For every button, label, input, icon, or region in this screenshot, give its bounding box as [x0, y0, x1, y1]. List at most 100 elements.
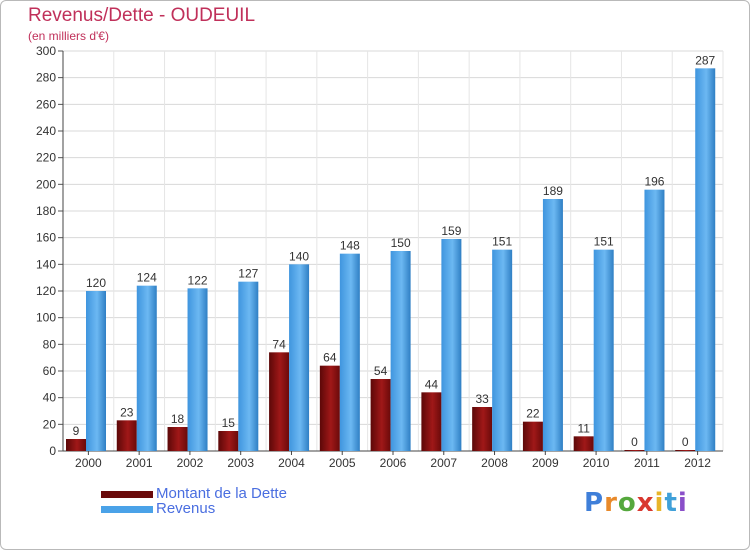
legend-label-revenus: Revenus: [156, 500, 216, 517]
data-label-revenus: 148: [340, 239, 360, 253]
data-label-revenus: 127: [238, 267, 258, 281]
bar-debt: [624, 450, 645, 451]
proxiti-logo: Proxiti: [584, 488, 688, 518]
y-tick-label: 160: [36, 231, 56, 245]
data-label-debt: 74: [272, 337, 286, 351]
x-tick-label: 2009: [532, 456, 559, 470]
y-tick-label: 0: [49, 444, 56, 458]
y-tick-label: 260: [36, 97, 56, 111]
bar-debt: [66, 439, 86, 451]
y-tick-label: 120: [36, 284, 56, 298]
bar-layer: [66, 68, 716, 451]
bar-revenus: [492, 249, 513, 451]
legend-swatch-debt: [101, 491, 153, 498]
bar-debt: [522, 421, 543, 451]
data-label-debt: 18: [171, 412, 185, 426]
axis-layer: 0204060801001201401601802002202402602803…: [36, 44, 723, 470]
logo-letter: r: [604, 488, 618, 518]
y-tick-label: 140: [36, 257, 56, 271]
data-label-revenus: 196: [644, 175, 664, 189]
y-tick-label: 40: [43, 391, 57, 405]
logo-letter: i: [654, 488, 665, 518]
bar-revenus: [695, 68, 716, 451]
data-label-debt: 54: [374, 364, 388, 378]
bar-revenus: [390, 251, 411, 451]
bar-revenus: [542, 199, 563, 451]
data-label-revenus: 287: [695, 53, 715, 67]
y-tick-label: 300: [36, 44, 56, 58]
data-label-revenus: 122: [188, 273, 208, 287]
y-tick-label: 220: [36, 151, 56, 165]
y-tick-label: 180: [36, 204, 56, 218]
data-label-revenus: 159: [441, 224, 461, 238]
bar-debt: [218, 431, 239, 451]
legend-swatch-revenus: [101, 506, 153, 513]
x-tick-label: 2010: [583, 456, 610, 470]
bar-revenus: [644, 189, 665, 451]
data-label-debt: 23: [120, 405, 134, 419]
x-tick-label: 2011: [634, 456, 660, 470]
x-tick-label: 2005: [329, 456, 356, 470]
bar-revenus: [86, 291, 106, 451]
bar-revenus: [136, 285, 157, 451]
data-label-debt: 15: [222, 416, 236, 430]
data-label-revenus: 124: [137, 271, 157, 285]
legend-label-debt: Montant de la Dette: [156, 485, 287, 502]
data-label-revenus: 151: [492, 235, 512, 249]
bar-debt: [370, 379, 391, 451]
bar-debt: [319, 365, 340, 451]
bar-debt: [573, 436, 594, 451]
x-tick-label: 2006: [380, 456, 407, 470]
data-label-debt: 33: [475, 392, 489, 406]
logo-letter: i: [677, 488, 688, 518]
y-tick-label: 100: [36, 311, 56, 325]
logo-letter: P: [584, 488, 605, 518]
data-label-debt: 0: [682, 435, 689, 449]
bar-debt: [421, 392, 442, 451]
x-tick-label: 2012: [684, 456, 711, 470]
data-label-debt: 44: [425, 377, 439, 391]
chart-title: Revenus/Dette - OUDEUIL: [28, 5, 256, 26]
y-tick-label: 60: [43, 364, 57, 378]
data-label-debt: 64: [323, 351, 337, 365]
y-tick-label: 240: [36, 124, 56, 138]
chart-subtitle: (en milliers d'€): [28, 29, 109, 43]
x-tick-label: 2008: [481, 456, 508, 470]
data-label-revenus: 140: [289, 249, 309, 263]
y-tick-label: 200: [36, 177, 56, 191]
bar-debt: [472, 407, 493, 451]
data-label-debt: 22: [526, 407, 540, 421]
bar-revenus: [289, 264, 310, 451]
logo-letter: o: [617, 488, 637, 518]
y-tick-label: 80: [43, 337, 57, 351]
data-label-revenus: 120: [86, 276, 106, 290]
data-label-revenus: 150: [391, 236, 411, 250]
bar-revenus: [187, 288, 208, 451]
y-tick-label: 20: [43, 417, 57, 431]
x-tick-label: 2000: [75, 456, 102, 470]
data-label-debt: 11: [577, 421, 590, 435]
data-label-debt: 9: [73, 424, 80, 438]
bar-revenus: [238, 281, 259, 451]
bar-debt: [116, 420, 137, 451]
x-tick-label: 2002: [177, 456, 204, 470]
logo-letter: t: [664, 488, 678, 518]
label-layer: 9 120 23 124 18 122 15 127 74 140 64 148 54 150 44 159 3…: [73, 53, 716, 449]
bar-revenus: [339, 253, 360, 451]
data-label-revenus: 189: [543, 184, 563, 198]
bar-debt: [675, 450, 696, 451]
y-tick-label: 280: [36, 71, 56, 85]
x-tick-label: 2001: [126, 456, 153, 470]
x-tick-label: 2003: [227, 456, 254, 470]
x-tick-label: 2007: [430, 456, 457, 470]
x-tick-label: 2004: [278, 456, 305, 470]
data-label-revenus: 151: [594, 235, 614, 249]
data-label-debt: 0: [631, 435, 638, 449]
bar-debt: [269, 352, 290, 451]
bar-revenus: [441, 239, 462, 451]
bar-debt: [167, 427, 188, 451]
bar-revenus: [593, 249, 614, 451]
logo-letter: x: [636, 488, 655, 518]
